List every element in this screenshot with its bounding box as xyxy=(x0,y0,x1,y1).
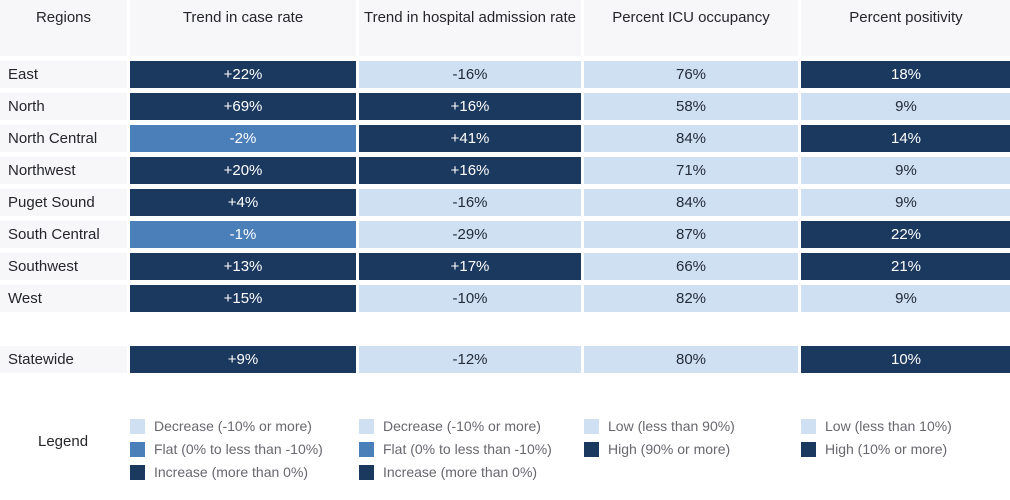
positivity-cell: 9% xyxy=(801,93,1010,120)
positivity-cell: 14% xyxy=(801,125,1010,152)
legend-swatch xyxy=(584,442,599,457)
region-label: North xyxy=(0,93,127,120)
icu-occupancy-cell: 84% xyxy=(584,125,798,152)
icu-occupancy-cell: 76% xyxy=(584,61,798,88)
icu-occupancy-cell: 71% xyxy=(584,157,798,184)
legend-swatch xyxy=(584,419,599,434)
column-header-hospital-admission: Trend in hospital admission rate xyxy=(359,0,581,56)
region-label: Southwest xyxy=(0,253,127,280)
region-label: Puget Sound xyxy=(0,189,127,216)
region-label: West xyxy=(0,285,127,312)
blank-spacer-row xyxy=(0,378,1010,415)
table-row: North Central -2% +41% 84% 14% xyxy=(0,125,1010,152)
legend-item-label: Low (less than 10%) xyxy=(825,418,952,434)
column-header-positivity: Percent positivity xyxy=(801,0,1010,56)
table-row: Puget Sound +4% -16% 84% 9% xyxy=(0,189,1010,216)
legend-swatch xyxy=(130,465,145,480)
region-label: South Central xyxy=(0,221,127,248)
case-rate-cell: +9% xyxy=(130,346,356,373)
legend-item: Low (less than 10%) xyxy=(801,419,1010,434)
positivity-cell: 9% xyxy=(801,189,1010,216)
legend-item-label: Flat (0% to less than -10%) xyxy=(383,441,552,457)
legend-swatch xyxy=(130,419,145,434)
hospital-admission-cell: -29% xyxy=(359,221,581,248)
case-rate-cell: +22% xyxy=(130,61,356,88)
positivity-cell: 22% xyxy=(801,221,1010,248)
case-rate-cell: +20% xyxy=(130,157,356,184)
legend-swatch xyxy=(801,419,816,434)
legend-icu-occupancy: Low (less than 90%) High (90% or more) xyxy=(584,415,798,480)
case-rate-cell: +4% xyxy=(130,189,356,216)
legend-item: High (10% or more) xyxy=(801,442,1010,457)
icu-occupancy-cell: 66% xyxy=(584,253,798,280)
case-rate-cell: -2% xyxy=(130,125,356,152)
legend-item: High (90% or more) xyxy=(584,442,798,457)
statewide-row: Statewide +9% -12% 80% 10% xyxy=(0,346,1010,373)
legend-item: Flat (0% to less than -10%) xyxy=(130,442,356,457)
legend-item: Flat (0% to less than -10%) xyxy=(359,442,581,457)
positivity-cell: 9% xyxy=(801,285,1010,312)
legend-item: Increase (more than 0%) xyxy=(359,465,581,480)
legend-item: Decrease (-10% or more) xyxy=(130,419,356,434)
icu-occupancy-cell: 87% xyxy=(584,221,798,248)
hospital-admission-cell: -16% xyxy=(359,189,581,216)
legend-item-label: Flat (0% to less than -10%) xyxy=(154,441,323,457)
icu-occupancy-cell: 80% xyxy=(584,346,798,373)
hospital-admission-cell: +16% xyxy=(359,93,581,120)
legend-case-rate: Decrease (-10% or more) Flat (0% to less… xyxy=(130,415,356,480)
legend-item-label: Low (less than 90%) xyxy=(608,418,735,434)
hospital-admission-cell: -16% xyxy=(359,61,581,88)
region-label: Statewide xyxy=(0,346,127,373)
legend-item-label: High (10% or more) xyxy=(825,441,948,457)
table-header: Regions Trend in case rate Trend in hosp… xyxy=(0,0,1010,56)
case-rate-cell: +15% xyxy=(130,285,356,312)
table-row: South Central -1% -29% 87% 22% xyxy=(0,221,1010,248)
legend-swatch xyxy=(359,419,374,434)
table-row: West +15% -10% 82% 9% xyxy=(0,285,1010,312)
icu-occupancy-cell: 58% xyxy=(584,93,798,120)
icu-occupancy-cell: 82% xyxy=(584,285,798,312)
legend-item-label: Increase (more than 0%) xyxy=(154,464,309,480)
legend-item: Decrease (-10% or more) xyxy=(359,419,581,434)
legend-positivity: Low (less than 10%) High (10% or more) xyxy=(801,415,1010,480)
positivity-cell: 9% xyxy=(801,157,1010,184)
legend-item: Low (less than 90%) xyxy=(584,419,798,434)
legend-item: Increase (more than 0%) xyxy=(130,465,356,480)
legend-swatch xyxy=(801,442,816,457)
case-rate-cell: +69% xyxy=(130,93,356,120)
legend-item-label: High (90% or more) xyxy=(608,441,731,457)
column-header-icu-occupancy: Percent ICU occupancy xyxy=(584,0,798,56)
case-rate-cell: +13% xyxy=(130,253,356,280)
table-row: Northwest +20% +16% 71% 9% xyxy=(0,157,1010,184)
legend-section: Legend Decrease (-10% or more) Flat (0% … xyxy=(0,415,1010,480)
legend-item-label: Increase (more than 0%) xyxy=(383,464,538,480)
region-label: North Central xyxy=(0,125,127,152)
legend-title: Legend xyxy=(38,433,89,450)
icu-occupancy-cell: 84% xyxy=(584,189,798,216)
hospital-admission-cell: -12% xyxy=(359,346,581,373)
legend-hospital-admission: Decrease (-10% or more) Flat (0% to less… xyxy=(359,415,581,480)
region-label: Northwest xyxy=(0,157,127,184)
hospital-admission-cell: +17% xyxy=(359,253,581,280)
hospital-admission-cell: -10% xyxy=(359,285,581,312)
legend-swatch xyxy=(130,442,145,457)
table-row: Southwest +13% +17% 66% 21% xyxy=(0,253,1010,280)
legend-item-label: Decrease (-10% or more) xyxy=(383,418,541,434)
hospital-admission-cell: +41% xyxy=(359,125,581,152)
blank-spacer-row xyxy=(0,317,1010,346)
column-header-case-rate: Trend in case rate xyxy=(130,0,356,56)
positivity-cell: 18% xyxy=(801,61,1010,88)
hospital-admission-cell: +16% xyxy=(359,157,581,184)
column-header-regions: Regions xyxy=(0,0,127,56)
region-label: East xyxy=(0,61,127,88)
case-rate-cell: -1% xyxy=(130,221,356,248)
legend-swatch xyxy=(359,465,374,480)
table-row: North +69% +16% 58% 9% xyxy=(0,93,1010,120)
table-row: East +22% -16% 76% 18% xyxy=(0,61,1010,88)
positivity-cell: 10% xyxy=(801,346,1010,373)
legend-swatch xyxy=(359,442,374,457)
positivity-cell: 21% xyxy=(801,253,1010,280)
legend-item-label: Decrease (-10% or more) xyxy=(154,418,312,434)
